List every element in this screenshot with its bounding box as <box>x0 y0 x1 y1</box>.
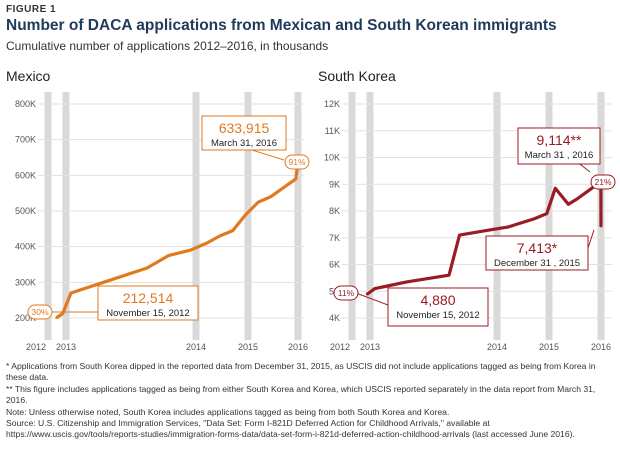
korea-dip-leader <box>587 229 595 249</box>
korea-data-point <box>532 218 535 220</box>
mexico-data-point <box>189 249 191 252</box>
korea-data-point <box>506 226 509 228</box>
korea-x-tick-label: 2016 <box>591 342 611 352</box>
mexico-start-annotation-value: 212,514 <box>123 290 174 306</box>
mexico-data-point <box>61 312 64 315</box>
mexico-y-tick-label: 400K <box>15 242 36 252</box>
mexico-y-tick-label: 200K <box>15 313 36 323</box>
mexico-end-pct: 91% <box>288 157 305 167</box>
korea-data-point <box>365 293 368 296</box>
mexico-end-leader <box>251 149 285 161</box>
mexico-data-point <box>231 229 234 232</box>
mexico-data-point <box>55 317 57 319</box>
mexico-data-point <box>282 187 285 189</box>
mexico-data-point <box>146 267 148 269</box>
chart-subtitle: Cumulative number of applications 2012–2… <box>6 39 329 53</box>
korea-y-tick-label: 10K <box>324 153 340 163</box>
mexico-x-tick-label: 2014 <box>186 342 206 352</box>
mexico-data-point <box>102 281 105 284</box>
korea-data-point <box>589 188 591 191</box>
korea-panel-title: South Korea <box>318 68 396 84</box>
korea-data-point <box>600 225 602 228</box>
korea-dip-annotation-box <box>485 235 589 271</box>
mexico-x-tick-label: 2012 <box>26 342 46 352</box>
korea-series-line <box>365 179 603 296</box>
mexico-end-annotation-box <box>201 115 287 151</box>
korea-data-point <box>567 203 570 206</box>
korea-peak-annotation-value: 9,114** <box>537 132 582 148</box>
korea-peak-pct-pill <box>590 174 616 190</box>
footnote-3: Note: Unless otherwise noted, South Kore… <box>6 406 450 417</box>
korea-peak-annotation-date: March 31 , 2016 <box>525 150 594 161</box>
figure-label: FIGURE 1 <box>6 4 57 15</box>
korea-peak-annotation-box <box>517 127 601 165</box>
korea-data-point <box>554 187 557 190</box>
korea-y-tick-label: 4K <box>329 313 340 323</box>
korea-start-annotation-value: 4,880 <box>420 292 455 308</box>
mexico-y-tick-label: 800K <box>15 99 36 109</box>
footnote-2: ** This figure includes applications tag… <box>6 383 596 406</box>
mexico-y-tick-label: 700K <box>15 135 36 145</box>
korea-data-point <box>374 287 376 290</box>
korea-start-pct: 11% <box>338 288 355 298</box>
korea-y-tick-label: 6K <box>329 260 340 270</box>
korea-x-tick-label: 2015 <box>539 342 559 352</box>
mexico-y-tick-label: 300K <box>15 277 36 287</box>
korea-peak-pct: 21% <box>594 177 611 187</box>
korea-y-tick-label: 8K <box>329 206 340 216</box>
mexico-x-tick-label: 2015 <box>238 342 258 352</box>
korea-y-tick-label: 7K <box>329 233 340 243</box>
korea-y-tick-label: 9K <box>329 179 340 189</box>
korea-start-annotation-date: November 15, 2012 <box>396 310 479 321</box>
mexico-x-tick-label: 2013 <box>56 342 76 352</box>
korea-dip-annotation-value: 7,413* <box>517 240 558 256</box>
mexico-start-annotation-date: November 15, 2012 <box>106 308 189 319</box>
chart-title: Number of DACA applications from Mexican… <box>6 17 557 34</box>
korea-data-point <box>519 222 522 224</box>
korea-dip-annotation-date: December 31 , 2015 <box>494 258 580 269</box>
korea-data-point <box>448 274 450 277</box>
footnote-4: Source: U.S. Citizenship and Immigration… <box>6 418 575 440</box>
korea-x-tick-label: 2014 <box>487 342 507 352</box>
mexico-y-tick-label: 600K <box>15 170 36 180</box>
korea-data-point <box>576 198 578 200</box>
mexico-panel-title: Mexico <box>6 68 51 84</box>
korea-data-point <box>490 228 493 231</box>
mexico-data-point <box>167 254 170 257</box>
mexico-end-annotation-date: March 31, 2016 <box>211 138 277 149</box>
mexico-end-pct-pill <box>284 154 310 170</box>
korea-data-point <box>405 281 408 283</box>
korea-x-tick-label: 2012 <box>330 342 350 352</box>
mexico-start-annotation-box <box>97 285 199 321</box>
footnotes: * Applications from South Korea dipped i… <box>6 361 614 441</box>
mexico-data-point <box>257 201 260 203</box>
mexico-data-point <box>70 292 72 294</box>
mexico-data-point <box>294 178 297 180</box>
mexico-series-line <box>55 162 300 320</box>
korea-y-tick-label: 12K <box>324 99 340 109</box>
korea-data-point <box>458 234 461 236</box>
footnote-1: * Applications from South Korea dipped i… <box>6 361 596 383</box>
korea-y-tick-label: 11K <box>325 126 340 136</box>
mexico-y-tick-label: 500K <box>15 206 36 216</box>
mexico-data-point <box>218 235 221 237</box>
mexico-start-pct-pill <box>27 304 53 320</box>
korea-x-tick-label: 2013 <box>360 342 380 352</box>
korea-start-leader <box>355 292 389 306</box>
mexico-data-point <box>205 242 208 244</box>
mexico-data-point <box>269 195 272 198</box>
korea-data-point <box>545 212 548 215</box>
mexico-x-tick-label: 2016 <box>288 342 308 352</box>
mexico-data-point <box>244 213 247 216</box>
mexico-start-pct: 30% <box>31 307 48 317</box>
korea-start-annotation-box <box>387 287 489 327</box>
korea-start-pct-pill <box>333 285 359 301</box>
mexico-end-annotation-value: 633,915 <box>219 120 270 136</box>
